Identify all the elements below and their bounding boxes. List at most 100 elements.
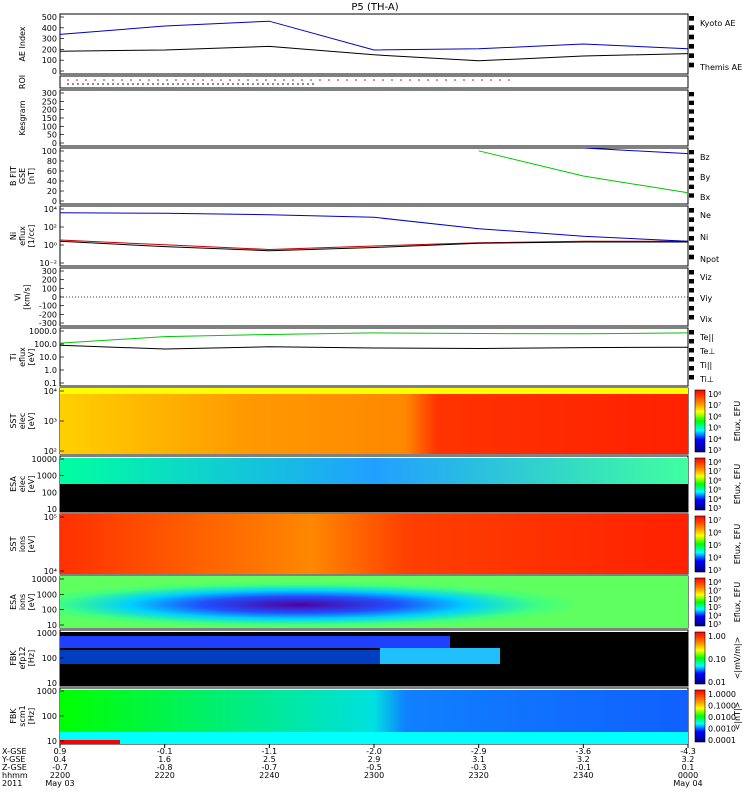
colorbar-title: <|nT|> — [733, 702, 742, 731]
colorbar-label: 0.0100 — [708, 713, 736, 722]
roi-dot — [102, 83, 104, 85]
xaxis-value: -4.3 — [680, 747, 696, 756]
roi-dot — [229, 79, 231, 81]
tick-label: 200 — [42, 276, 57, 285]
roi-dot — [76, 79, 78, 81]
xaxis-value: 0.4 — [54, 755, 67, 764]
colorbar-label: 0.10 — [708, 655, 726, 664]
tick-label: 10000 — [32, 575, 57, 584]
colorbar-fbk2 — [694, 689, 706, 743]
roi-dot — [193, 79, 195, 81]
tick-label: 10⁻² — [39, 259, 57, 268]
roi-dot — [302, 83, 304, 85]
roi-dot — [307, 83, 309, 85]
right-tick — [689, 339, 694, 344]
right-tick — [689, 25, 694, 30]
roi-dot — [238, 79, 240, 81]
tick-label: -200 — [39, 310, 57, 319]
xaxis-value: -3.6 — [576, 747, 592, 756]
series-ti- — [59, 332, 689, 344]
right-tick — [689, 236, 694, 241]
tick-label: 100 — [42, 122, 57, 131]
ylabel-line: [eV] — [27, 476, 36, 493]
roi-dot — [222, 83, 224, 85]
tick-label: 100 — [42, 56, 57, 65]
tick-label: 400 — [42, 24, 57, 33]
roi-dot — [117, 83, 119, 85]
ylabel-ti: Ti eflux [eV] — [9, 347, 36, 367]
roi-dot — [265, 79, 267, 81]
legend-te-: Te|| — [699, 333, 714, 342]
tick-label: 10 — [47, 505, 57, 514]
colorbar-title: Eflux, EFU — [733, 524, 742, 565]
xaxis-value: -0.7 — [52, 763, 68, 772]
roi-dot — [107, 83, 109, 85]
tick-label: 300 — [42, 267, 57, 276]
colorbar-label: 0.1000 — [708, 702, 736, 711]
right-tick — [689, 34, 694, 40]
xaxis-value: 0.9 — [54, 747, 67, 756]
right-tick — [689, 208, 694, 213]
xaxis-value: -0.7 — [262, 763, 278, 772]
tick-label: 0 — [52, 197, 57, 206]
roi-dot — [227, 83, 229, 85]
ylabel-line: [eV] — [27, 594, 36, 611]
colorbar-title-fbk1: <|mV/m|> — [733, 637, 742, 680]
roi-dot — [400, 79, 402, 81]
ylabel-roi: ROI — [18, 75, 27, 89]
tick-label: -100 — [39, 302, 57, 311]
xaxis-row-label: hhmm — [2, 771, 28, 780]
colorbar-label: 10⁸ — [708, 578, 721, 587]
tick-label: 0 — [52, 67, 57, 76]
colorbar-title-fbk2: <|nT|> — [733, 702, 742, 731]
panel-frame-ti — [59, 327, 689, 387]
legend-themis-ae: Themis AE — [699, 63, 742, 72]
xaxis-value: 3.2 — [682, 755, 695, 764]
colorbar-label: 10⁶ — [708, 529, 721, 538]
roi-dot — [166, 79, 168, 81]
roi-dot — [232, 83, 234, 85]
sst-ions-heatmap — [60, 514, 688, 574]
colorbar-label: 10⁴ — [708, 612, 721, 621]
esa-ions-heatmap — [60, 576, 688, 628]
roi-dot — [112, 79, 114, 81]
legend-te-: Te⊥ — [699, 347, 715, 356]
legend-bz: Bz — [700, 153, 710, 162]
roi-dot — [211, 79, 213, 81]
tick-label: 500 — [42, 13, 57, 22]
colorbar-label: 10⁵ — [708, 541, 721, 550]
ylabel-line: ESA — [9, 476, 18, 492]
xaxis-value: -0.5 — [366, 763, 382, 772]
colorbar-title-esae: Eflux, EFU — [733, 464, 742, 505]
right-tick — [689, 16, 694, 21]
fbk-efp12-mid — [60, 650, 450, 664]
right-tick — [689, 53, 694, 58]
heatmap-layers — [60, 388, 688, 744]
series-te- — [59, 344, 689, 350]
roi-dot — [277, 83, 279, 85]
tick-label: 300 — [42, 35, 57, 44]
xaxis-row-label: Z-GSE — [2, 763, 27, 772]
tick-label: 50 — [47, 131, 57, 140]
ylabel-line: elec — [18, 413, 27, 429]
roi-dot — [364, 79, 366, 81]
roi-dot — [418, 79, 420, 81]
right-tick — [689, 118, 694, 123]
ylabel-line: ions — [18, 594, 27, 610]
roi-dot — [127, 83, 129, 85]
ylabel-line: Ni — [9, 232, 18, 240]
series-ni — [59, 240, 688, 252]
colorbar-label: 10³ — [708, 504, 721, 513]
xaxis-value: 1.6 — [158, 755, 171, 764]
legend-viy: Viy — [700, 294, 713, 303]
right-tick — [689, 109, 694, 114]
series-themis-ae — [59, 45, 689, 62]
right-tick — [689, 226, 694, 232]
roi-dot — [202, 83, 204, 85]
roi-dot — [391, 79, 393, 81]
tick-label: 20 — [47, 187, 57, 196]
xaxis-value: 3.2 — [577, 755, 590, 764]
tick-label: 100.0 — [34, 340, 57, 349]
ylabel-line: scm1 — [18, 705, 27, 726]
ylabel-line: [Hz] — [27, 650, 36, 666]
